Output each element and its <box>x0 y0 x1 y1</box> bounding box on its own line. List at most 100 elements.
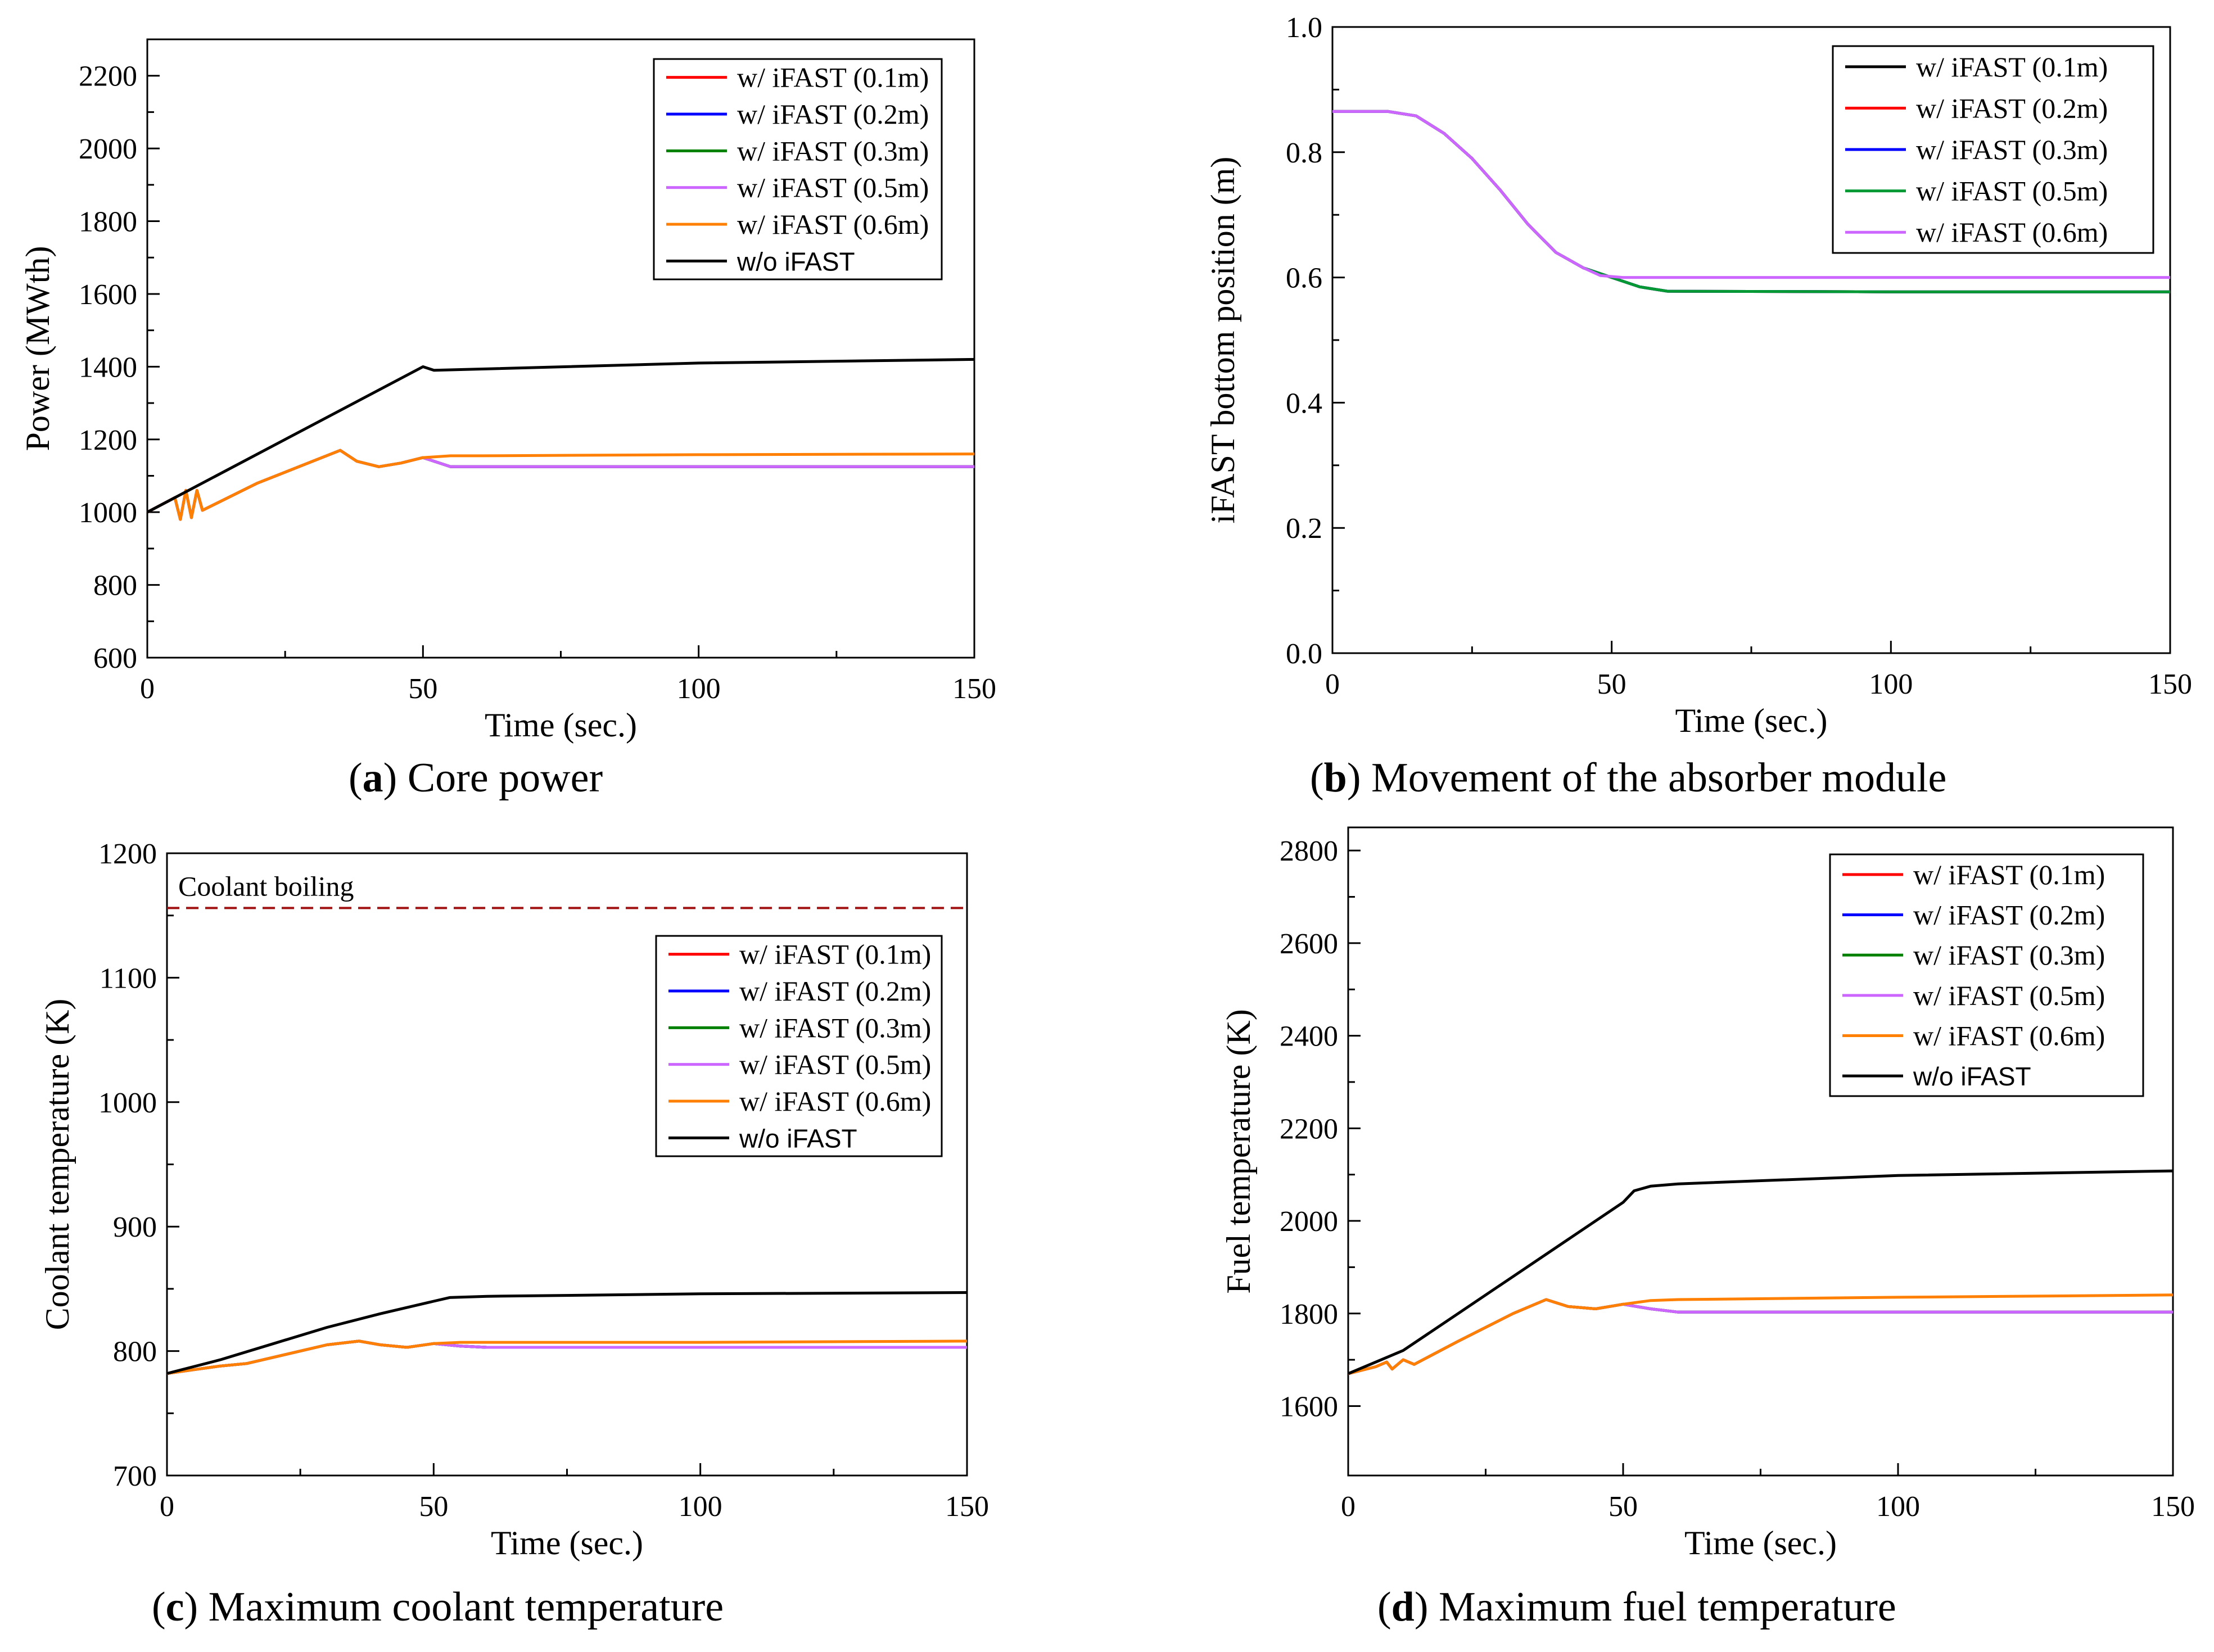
y-tick-label: 2200 <box>1280 1113 1338 1145</box>
y-tick-label: 800 <box>113 1336 157 1368</box>
series-line-2 <box>1348 1298 2173 1375</box>
caption-b: (b) Movement of the absorber module <box>1310 755 1947 801</box>
legend-label: w/ iFAST (0.6m) <box>1913 1020 2105 1052</box>
y-tick-label: 1600 <box>1280 1391 1338 1423</box>
legend-label: w/ iFAST (0.6m) <box>1916 216 2108 248</box>
series-line-1 <box>1348 1298 2173 1375</box>
y-tick-label: 1200 <box>79 424 137 456</box>
legend-box <box>655 935 943 1157</box>
y-axis-label: Fuel temperature (K) <box>1220 1009 1257 1293</box>
x-tick-label: 0 <box>1325 668 1340 700</box>
y-tick-label: 0.4 <box>1286 387 1322 419</box>
x-tick-label: 150 <box>952 673 996 705</box>
y-tick-label: 1000 <box>79 497 137 529</box>
chart-a: 0 50 100 150 600 800 1000 1200 1400 1600 1800 2000 2… <box>19 38 996 744</box>
x-tick-label: 0 <box>160 1491 174 1523</box>
y-tick-label: 1800 <box>79 206 137 238</box>
x-tick-label: 0 <box>1341 1491 1355 1523</box>
y-tick-label: 1800 <box>1280 1298 1338 1330</box>
x-tick-label: 50 <box>1597 668 1626 700</box>
y-axis-label: Coolant temperature (K) <box>39 999 76 1330</box>
caption-c: (c) Maximum coolant temperature <box>152 1584 724 1630</box>
legend-label: w/ iFAST (0.2m) <box>737 98 929 130</box>
caption-d: (d) Maximum fuel temperature <box>1377 1584 1896 1630</box>
legend-box <box>1829 853 2144 1097</box>
legend-label: w/ iFAST (0.2m) <box>1913 899 2105 931</box>
y-tick-label: 1400 <box>79 351 137 383</box>
series-line-3 <box>146 449 974 521</box>
x-axis-label: Time (sec.) <box>485 707 637 744</box>
legend-label: w/ iFAST (0.5m) <box>1913 980 2105 1011</box>
y-tick-label: 2800 <box>1280 835 1338 867</box>
legend-label: w/ iFAST (0.1m) <box>737 62 929 93</box>
x-axis-label: Time (sec.) <box>1684 1524 1837 1562</box>
y-tick-label: 1.0 <box>1286 12 1322 44</box>
y-tick-label: 2000 <box>1280 1206 1338 1238</box>
series-line-5 <box>1332 110 2170 279</box>
y-tick-label: 2200 <box>79 61 137 93</box>
x-tick-label: 100 <box>679 1491 722 1523</box>
x-tick-label: 50 <box>1608 1491 1638 1523</box>
y-tick-label: 1000 <box>98 1087 157 1119</box>
x-tick-label: 50 <box>419 1491 448 1523</box>
y-tick-label: 900 <box>113 1211 157 1243</box>
y-tick-label: 700 <box>113 1460 157 1492</box>
x-axis-label: Time (sec.) <box>491 1524 643 1562</box>
y-tick-label: 1200 <box>98 838 157 870</box>
legend-label: w/ iFAST (0.6m) <box>739 1085 931 1117</box>
x-tick-label: 150 <box>945 1491 989 1523</box>
series-line-4 <box>166 1339 967 1375</box>
caption-a: (a) Core power <box>349 755 603 801</box>
legend-label: w/ iFAST (0.2m) <box>1916 92 2108 124</box>
y-tick-label: 0.2 <box>1286 513 1322 545</box>
y-tick-label: 0.8 <box>1286 137 1322 169</box>
y-tick-label: 2400 <box>1280 1021 1338 1053</box>
x-tick-label: 100 <box>1876 1491 1920 1523</box>
x-tick-label: 150 <box>2148 668 2192 700</box>
legend-label: w/ iFAST (0.5m) <box>737 172 929 203</box>
x-tick-label: 0 <box>140 673 155 705</box>
series-line-4 <box>1348 1298 2173 1375</box>
legend-label: w/ iFAST (0.3m) <box>739 1012 931 1043</box>
x-tick-label: 150 <box>2151 1491 2195 1523</box>
x-tick-label: 50 <box>408 673 437 705</box>
y-tick-label: 800 <box>93 570 137 602</box>
chart-d: 0 50 100 150 1600 1800 2000 2200 2400 2600 2800 Tim… <box>1220 826 2195 1562</box>
boiling-label: Coolant boiling <box>178 870 354 902</box>
legend-label: w/ iFAST (0.5m) <box>1916 175 2108 207</box>
legend-label: w/ iFAST (0.1m) <box>1913 859 2105 890</box>
legend-label: w/ iFAST (0.1m) <box>739 939 931 970</box>
series-line-5 <box>1348 1293 2174 1375</box>
legend-label: w/ iFAST (0.3m) <box>737 135 929 166</box>
legend-label: w/o iFAST <box>737 247 855 276</box>
series-line-1 <box>146 449 974 521</box>
legend-label: w/ iFAST (0.2m) <box>739 975 931 1007</box>
y-tick-label: 1100 <box>100 962 157 994</box>
series-line-3 <box>1348 1298 2173 1375</box>
y-tick-label: 2600 <box>1280 928 1338 960</box>
series-line-6 <box>146 357 975 514</box>
series-line-5 <box>146 449 975 521</box>
legend-label: w/ iFAST (0.5m) <box>739 1049 931 1080</box>
series-line-6 <box>1348 1169 2174 1375</box>
series-line-2 <box>146 449 974 521</box>
series-line-4 <box>146 449 974 521</box>
chart-b: 0 50 100 150 0.0 0.2 0.4 0.6 0.8 1.0 Time (sec.) iF… <box>1204 12 2192 739</box>
x-tick-label: 100 <box>1869 668 1913 700</box>
legend-box <box>653 58 943 280</box>
legend-label: w/ iFAST (0.1m) <box>1916 51 2108 83</box>
y-tick-label: 0.6 <box>1286 262 1322 295</box>
legend-label: w/ iFAST (0.3m) <box>1913 939 2105 971</box>
legend-label: w/o iFAST <box>1913 1062 2031 1091</box>
y-axis-label: Power (MWth) <box>19 246 56 451</box>
series-line-6 <box>166 1291 968 1375</box>
y-tick-label: 1600 <box>79 279 137 311</box>
series-line-5 <box>166 1339 968 1375</box>
y-axis-label: iFAST bottom position (m) <box>1204 157 1241 524</box>
y-tick-label: 2000 <box>79 133 137 165</box>
legend-label: w/o iFAST <box>739 1124 857 1153</box>
x-axis-label: Time (sec.) <box>1675 702 1827 739</box>
legend-label: w/ iFAST (0.3m) <box>1916 134 2108 165</box>
legend-label: w/ iFAST (0.6m) <box>737 209 929 240</box>
